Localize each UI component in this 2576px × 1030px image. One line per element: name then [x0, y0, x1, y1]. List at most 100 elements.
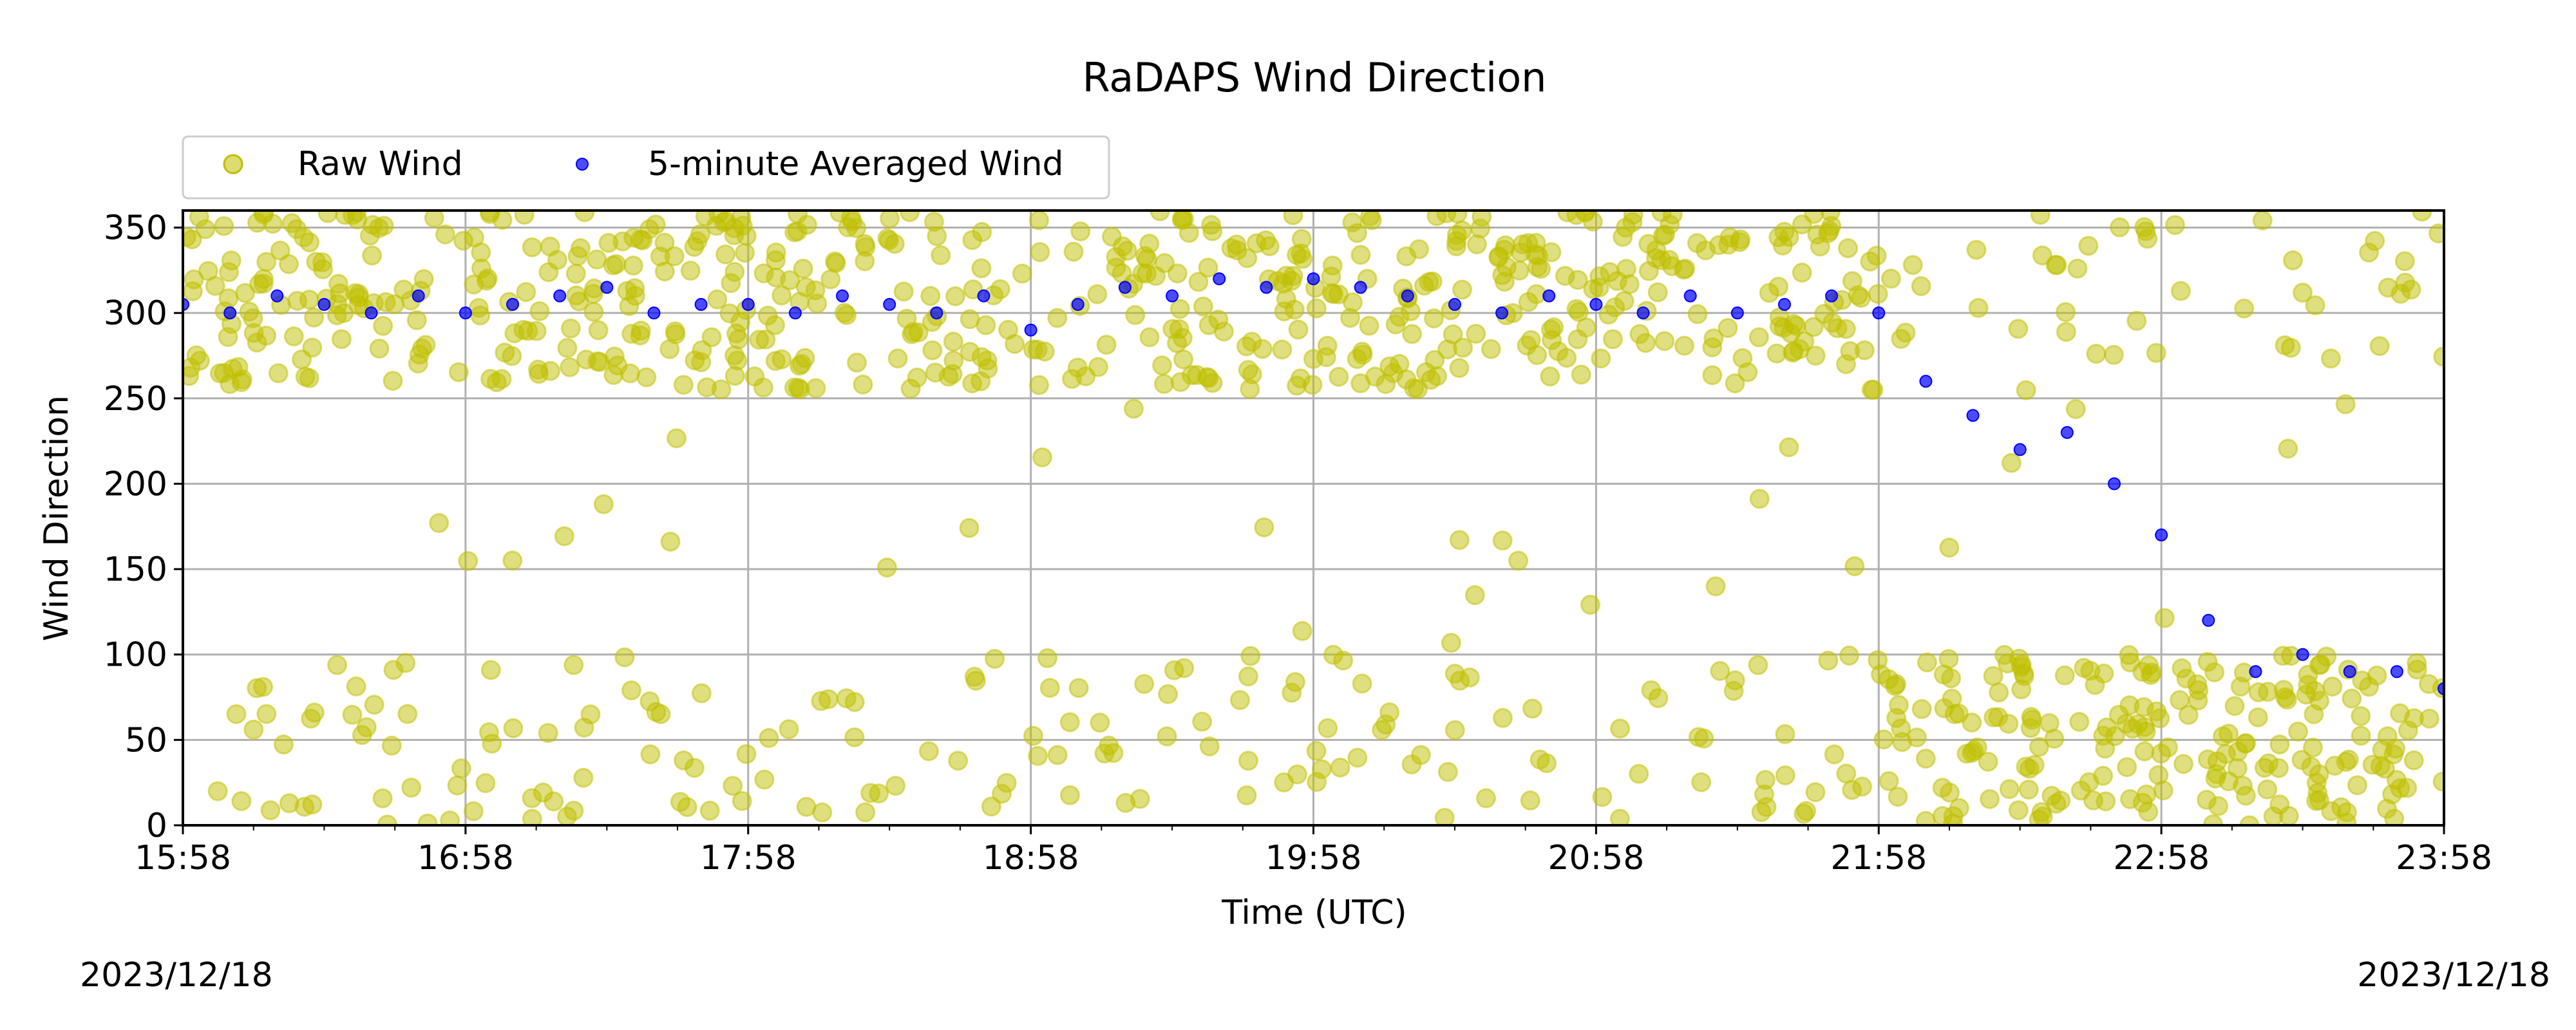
raw-wind-point: [1738, 362, 1758, 382]
y-tick-label: 50: [125, 721, 167, 760]
raw-wind-point: [2351, 726, 2371, 746]
raw-wind-point: [2030, 211, 2050, 225]
raw-wind-point: [1288, 319, 1309, 340]
raw-wind-point: [1059, 785, 1080, 805]
raw-wind-point: [1449, 530, 1470, 550]
averaged-wind-point: [2343, 665, 2356, 679]
raw-wind-point: [2139, 655, 2159, 676]
raw-wind-point: [876, 557, 897, 578]
raw-wind-point: [1240, 646, 1261, 666]
raw-wind-point: [1838, 238, 1859, 259]
averaged-wind-point: [412, 289, 425, 303]
raw-wind-point: [1814, 304, 1835, 324]
raw-wind-point: [855, 251, 875, 272]
raw-wind-point: [1229, 689, 1250, 710]
raw-wind-point: [847, 352, 867, 373]
raw-wind-point: [2103, 344, 2124, 365]
raw-wind-point: [1654, 331, 1675, 351]
raw-wind-point: [1576, 317, 1596, 338]
raw-wind-point: [1421, 370, 1441, 390]
raw-wind-point: [2047, 255, 2067, 276]
raw-wind-point: [844, 727, 865, 747]
raw-wind-point: [2309, 655, 2329, 675]
raw-wind-point: [2385, 738, 2406, 759]
y-axis-label: Wind Direction: [37, 395, 76, 641]
raw-wind-point: [2234, 298, 2255, 319]
raw-wind-point: [364, 695, 384, 715]
raw-wind-point: [920, 286, 941, 306]
raw-wind-point: [356, 717, 377, 738]
raw-wind-point: [1622, 212, 1643, 232]
raw-wind-point: [1259, 236, 1280, 257]
raw-wind-point: [1540, 366, 1560, 387]
y-tick-label: 250: [104, 380, 167, 418]
raw-wind-point: [383, 371, 403, 391]
raw-wind-point: [1492, 707, 1513, 728]
raw-wind-point: [645, 214, 666, 235]
averaged-wind-point: [788, 306, 802, 320]
raw-wind-point: [2032, 245, 2052, 266]
raw-wind-point: [1376, 373, 1396, 394]
raw-wind-point: [1911, 698, 1932, 719]
raw-wind-point: [406, 310, 427, 330]
raw-wind-point: [2248, 707, 2268, 727]
raw-wind-point: [218, 262, 239, 283]
raw-wind-point: [2011, 654, 2032, 675]
raw-wind-point: [1939, 538, 1960, 558]
raw-wind-point: [759, 727, 779, 748]
raw-wind-point: [1710, 660, 1730, 681]
raw-wind-point: [1157, 726, 1177, 747]
raw-wind-point: [1426, 211, 1447, 227]
raw-wind-point: [2263, 806, 2284, 825]
averaged-wind-point: [2013, 443, 2027, 456]
raw-wind-point: [836, 688, 857, 709]
raw-wind-point: [684, 237, 705, 258]
raw-wind-point: [697, 377, 717, 398]
raw-wind-point: [1718, 318, 1738, 339]
raw-wind-point: [1842, 271, 1862, 292]
raw-wind-point: [1748, 655, 1768, 675]
raw-wind-point: [1173, 349, 1194, 370]
averaged-wind-point: [1636, 306, 1650, 320]
raw-wind-point: [826, 253, 846, 274]
raw-wind-point: [1836, 354, 1857, 375]
raw-wind-point: [1962, 712, 1982, 733]
raw-wind-point: [1352, 673, 1372, 694]
raw-wind-point: [2403, 750, 2424, 771]
raw-wind-point: [480, 211, 500, 222]
raw-wind-point: [2292, 283, 2313, 303]
raw-wind-point: [2093, 765, 2114, 786]
raw-wind-point: [1592, 787, 1613, 807]
raw-wind-point: [1520, 790, 1540, 810]
raw-wind-point: [1610, 718, 1631, 739]
raw-wind-point: [1619, 274, 1640, 294]
raw-wind-point: [566, 285, 587, 306]
raw-wind-point: [480, 660, 501, 680]
raw-wind-point: [853, 374, 873, 395]
raw-wind-point: [299, 368, 319, 388]
raw-wind-point: [943, 332, 963, 352]
raw-wind-point: [684, 758, 705, 778]
raw-wind-point: [1466, 324, 1486, 344]
raw-wind-point: [2235, 733, 2255, 754]
raw-wind-point: [1805, 782, 1826, 803]
raw-wind-point: [1508, 550, 1529, 571]
raw-wind-point: [860, 783, 881, 803]
raw-wind-point: [962, 373, 983, 394]
averaged-wind-point: [1495, 306, 1509, 320]
raw-wind-point: [673, 375, 694, 395]
raw-wind-point: [593, 494, 614, 514]
raw-wind-point: [540, 236, 560, 257]
raw-wind-point: [625, 278, 645, 299]
raw-wind-point: [1725, 670, 1745, 691]
raw-wind-point: [753, 377, 773, 398]
averaged-wind-point: [2155, 529, 2168, 542]
averaged-wind-point: [977, 289, 990, 303]
raw-wind-point: [1691, 772, 1712, 792]
averaged-wind-point: [1401, 289, 1414, 303]
raw-wind-point: [699, 800, 720, 821]
raw-wind-point: [1775, 765, 1795, 785]
raw-wind-point: [2208, 796, 2229, 816]
x-axis-label: Time (UTC): [1221, 894, 1406, 932]
